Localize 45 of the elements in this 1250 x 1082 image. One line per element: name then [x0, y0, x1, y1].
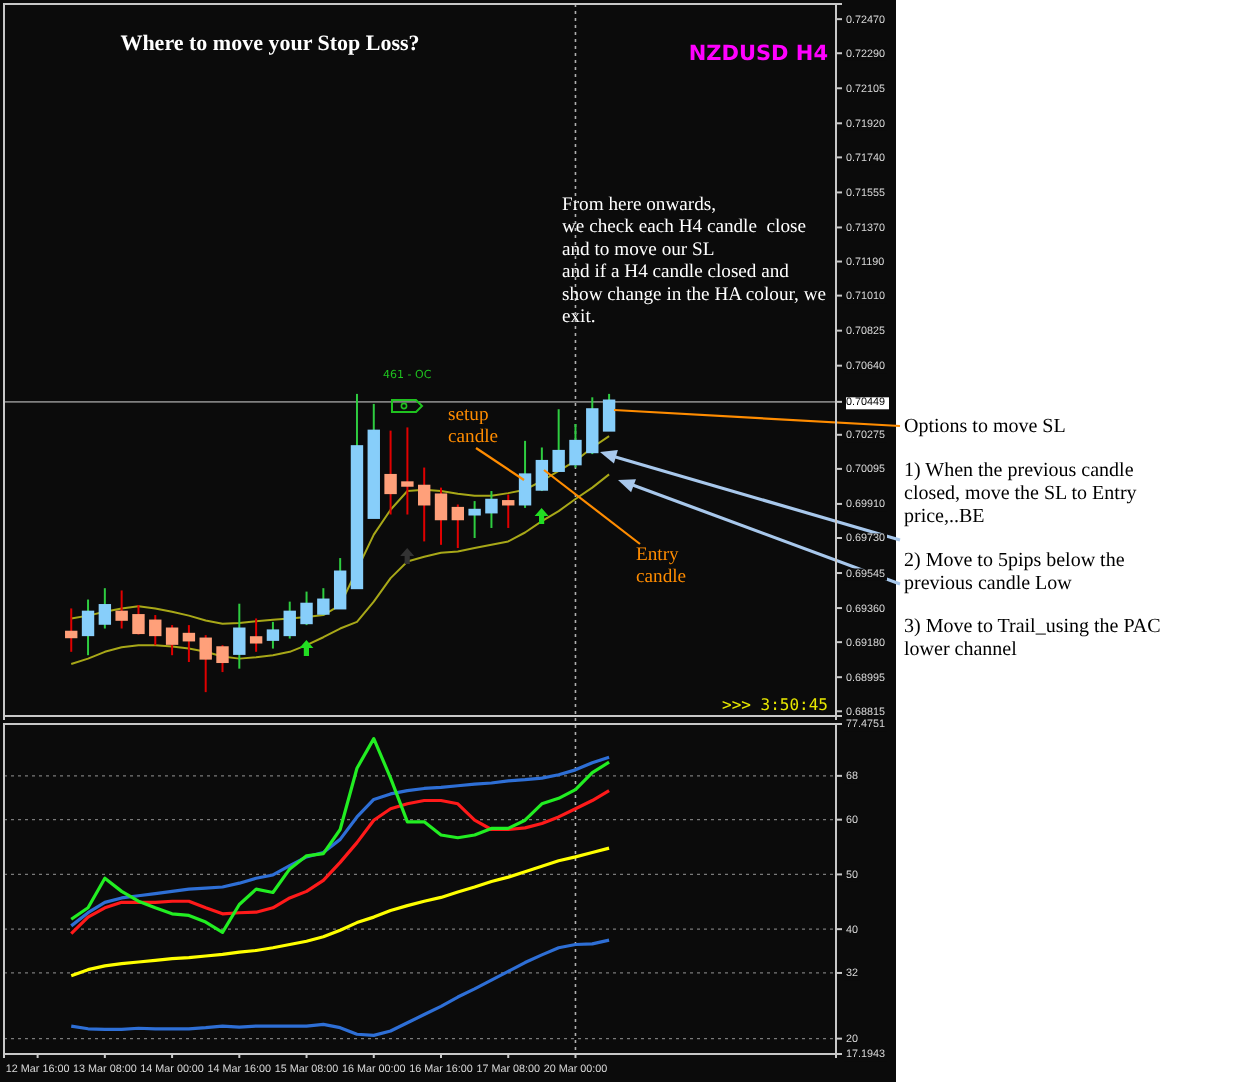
candlestick — [165, 624, 179, 657]
annotation: setup candle — [448, 404, 499, 448]
candlestick — [485, 490, 498, 529]
line-series — [69, 789, 611, 936]
candlestick — [98, 587, 112, 630]
candlestick — [418, 466, 431, 543]
text: 1) When the previous candle closed, move the SL to Entry price,..BE — [904, 460, 1137, 528]
candlestick — [451, 503, 465, 550]
candlestick — [552, 408, 565, 472]
candlestick — [401, 426, 414, 516]
candlestick — [266, 620, 280, 650]
text: 3) Move to Trail_using the PAC lower channel — [904, 616, 1162, 661]
text: Options to move SL — [904, 416, 1066, 438]
candlestick — [300, 590, 313, 627]
candlestick — [216, 644, 229, 674]
candlestick — [199, 634, 212, 694]
text: >>> 3:50:45 — [722, 696, 829, 714]
candlestick — [317, 587, 330, 617]
candlestick — [586, 396, 599, 456]
candlestick — [81, 598, 95, 657]
candlestick — [149, 614, 162, 647]
text: 2) Move to 5pips below the previous candle Low — [904, 550, 1126, 595]
annotation: From here onwards, we check each H4 candle close and to move our SL and if a H4 candle closed and show change in the HA colour, we exit. — [562, 194, 827, 328]
candlestick — [569, 423, 582, 469]
candlestick — [602, 392, 616, 432]
candlestick — [182, 624, 196, 664]
candlestick — [115, 589, 128, 630]
candlestick — [502, 493, 515, 529]
candlestick — [535, 446, 549, 493]
candlestick — [249, 617, 263, 653]
text: Entry candle — [636, 544, 687, 588]
line-series — [69, 846, 611, 978]
candlestick — [333, 557, 347, 610]
text: Where to move your Stop Loss? — [120, 32, 420, 56]
candlestick — [518, 439, 532, 509]
candlestick — [283, 600, 296, 640]
line-series — [70, 473, 611, 665]
candlestick — [233, 602, 246, 670]
candlestick — [65, 607, 78, 653]
text: NZDUSD H4 — [688, 42, 828, 66]
candlestick — [468, 500, 481, 539]
candlestick — [132, 604, 145, 636]
candlestick — [384, 429, 397, 516]
line-series — [69, 938, 611, 1037]
candlestick — [434, 486, 448, 546]
